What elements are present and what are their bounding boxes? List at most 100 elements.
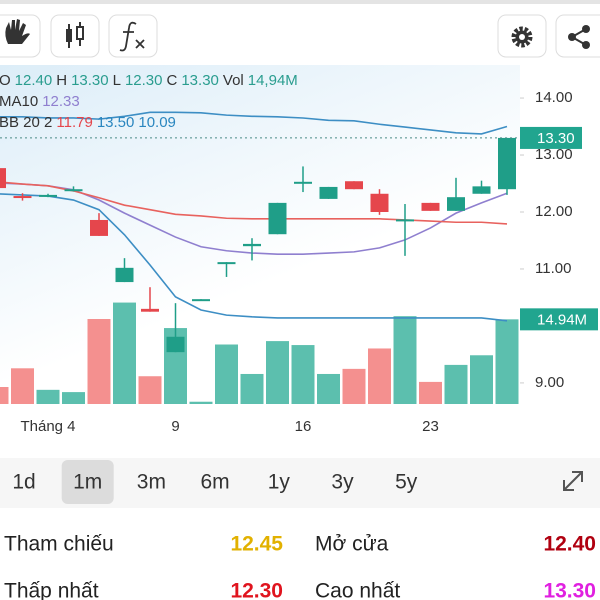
last-price-box <box>520 126 582 149</box>
legend-row: O 12.40 H 13.30 L 12.30 C 13.30 Vol 14,94M <box>0 72 298 89</box>
candle-body <box>64 189 83 192</box>
candle-body <box>345 181 363 190</box>
volume-bar <box>342 368 366 404</box>
candle-body <box>13 196 32 199</box>
hand-button[interactable] <box>0 14 41 58</box>
volume-bar <box>419 381 442 404</box>
volume-bar <box>0 387 9 404</box>
y-tick-label: 13.00 <box>535 146 573 163</box>
stat-value: 12.40 <box>543 533 596 556</box>
legend-item: L <box>113 72 121 89</box>
timeframe-button[interactable]: 1y <box>268 471 291 494</box>
top-edge <box>0 0 600 4</box>
y-tick-label: 14.00 <box>535 89 573 106</box>
legend-item: 12.30 <box>125 72 163 89</box>
last-volume-label: 14.94M <box>537 311 587 328</box>
timeframe-button[interactable]: 6m <box>201 471 230 494</box>
legend-row: MA10 12.33 <box>0 93 80 110</box>
legend-item: 10.09 <box>138 114 176 131</box>
volume-bar <box>138 376 162 404</box>
volume-bar <box>240 373 264 404</box>
candle-body <box>217 262 236 265</box>
expand-button[interactable] <box>563 471 583 491</box>
timeframe-button[interactable]: 3m <box>137 471 166 494</box>
timeframe-button[interactable]: 5y <box>395 471 418 494</box>
candle-type-button[interactable] <box>50 14 100 58</box>
x-tick-label: Tháng 4 <box>20 418 75 435</box>
last-price-label: 13.30 <box>537 130 575 147</box>
volume-bar <box>317 373 340 404</box>
last-volume-box <box>520 308 598 331</box>
legend-item: 12.40 <box>15 72 53 89</box>
settings-button[interactable] <box>497 14 547 58</box>
stat-value: 12.45 <box>230 533 283 556</box>
stat-label: Cao nhất <box>315 580 400 600</box>
x-tick-label: 16 <box>295 418 312 435</box>
volume-bar <box>266 341 289 404</box>
volume-bar <box>36 389 60 404</box>
timeframe-button[interactable]: 1d <box>12 471 35 494</box>
legend-item: 12.33 <box>42 93 80 110</box>
chart-background <box>0 65 520 404</box>
volume-bar <box>368 348 391 404</box>
candle-body <box>90 219 108 236</box>
candle-body <box>141 308 159 312</box>
indicator-line <box>0 111 508 135</box>
stat-value: 13.30 <box>543 580 596 600</box>
volume-bar <box>495 319 519 404</box>
volume-bar <box>87 319 111 404</box>
volume-bar <box>393 316 417 404</box>
legend-item: Vol <box>223 72 244 89</box>
timeframe-selected <box>61 460 114 504</box>
candle-body <box>115 267 134 283</box>
volume-bar <box>291 345 315 404</box>
volume-bar <box>189 401 213 404</box>
legend-item: 13.50 <box>97 114 135 131</box>
legend-item: 13.30 <box>181 72 219 89</box>
candle-body <box>319 186 338 199</box>
candle-body <box>370 193 389 212</box>
candle-body <box>243 243 261 247</box>
candle-body <box>396 219 414 222</box>
candle-body <box>294 181 312 184</box>
candle-body <box>0 168 6 189</box>
y-tick-label: 9.00 <box>535 374 564 391</box>
candle-body <box>421 202 440 211</box>
legend-item: MA10 <box>0 93 38 110</box>
volume-bar <box>470 355 493 404</box>
candle-body <box>39 194 57 197</box>
candle-body <box>166 336 185 353</box>
volume-bar <box>113 302 136 404</box>
legend-item: BB 20 2 <box>0 114 52 131</box>
timeframe-button[interactable]: 3y <box>331 471 354 494</box>
legend-item: 13.30 <box>71 72 109 89</box>
volume-bar <box>444 364 468 404</box>
timeframe-button[interactable]: 1m <box>73 471 102 494</box>
legend-row: BB 20 2 11.79 13.50 10.09 <box>0 114 176 131</box>
stat-value: 12.30 <box>230 580 283 600</box>
indicator-button[interactable] <box>108 14 158 58</box>
candle-body <box>498 137 516 190</box>
legend-item: C <box>167 72 178 89</box>
y-tick-label: 11.00 <box>535 260 571 277</box>
share-button[interactable] <box>555 14 600 58</box>
legend-item: H <box>56 72 67 89</box>
stat-label: Mở cửa <box>315 533 389 556</box>
stat-label: Tham chiếu <box>4 533 114 556</box>
indicator-line <box>0 193 508 322</box>
candle-body <box>447 197 465 211</box>
candle-body <box>192 299 210 302</box>
legend-item: 11.79 <box>56 114 92 131</box>
volume-bar <box>62 392 85 404</box>
indicator-line <box>0 181 508 225</box>
legend-item: 14,94M <box>248 72 298 89</box>
x-tick-label: 9 <box>171 418 179 435</box>
x-tick-label: 23 <box>422 418 439 435</box>
legend-item: O <box>0 72 11 89</box>
volume-bar <box>11 368 34 404</box>
y-tick-label: 12.00 <box>535 203 573 220</box>
candle-body <box>472 186 491 194</box>
stat-label: Thấp nhất <box>4 580 99 600</box>
